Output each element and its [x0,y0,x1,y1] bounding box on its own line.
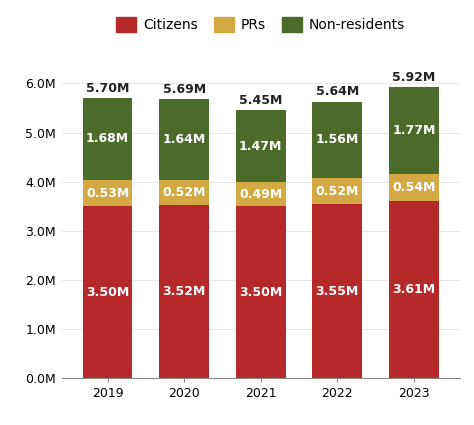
Text: 1.77M: 1.77M [392,125,436,137]
Bar [159,180,209,205]
Text: 1.64M: 1.64M [163,133,206,146]
Bar [82,206,132,378]
Text: 0.49M: 0.49M [239,188,283,201]
Text: 3.61M: 3.61M [392,283,436,296]
Bar [159,99,209,180]
Text: 3.50M: 3.50M [86,286,129,299]
Bar [159,205,209,378]
Text: 5.92M: 5.92M [392,71,436,85]
Text: 0.53M: 0.53M [86,187,129,200]
Text: 5.45M: 5.45M [239,94,283,108]
Bar [236,110,286,182]
Text: 5.70M: 5.70M [86,82,129,95]
Text: 0.52M: 0.52M [316,184,359,198]
Bar [389,88,439,174]
Text: 0.52M: 0.52M [163,186,206,199]
Bar [389,201,439,378]
Text: 1.68M: 1.68M [86,133,129,145]
Bar [389,174,439,201]
Bar [236,182,286,206]
Text: 5.69M: 5.69M [163,83,206,96]
Text: 3.55M: 3.55M [316,284,359,297]
Bar [312,178,362,204]
Bar [312,102,362,178]
Legend: Citizens, PRs, Non-residents: Citizens, PRs, Non-residents [111,11,410,37]
Text: 5.64M: 5.64M [316,85,359,98]
Bar [312,204,362,378]
Text: 3.52M: 3.52M [163,285,206,298]
Bar [82,180,132,206]
Text: 1.47M: 1.47M [239,139,283,153]
Bar [82,98,132,180]
Bar [236,206,286,378]
Text: 0.54M: 0.54M [392,181,436,194]
Text: 3.50M: 3.50M [239,286,283,299]
Text: 1.56M: 1.56M [316,133,359,147]
